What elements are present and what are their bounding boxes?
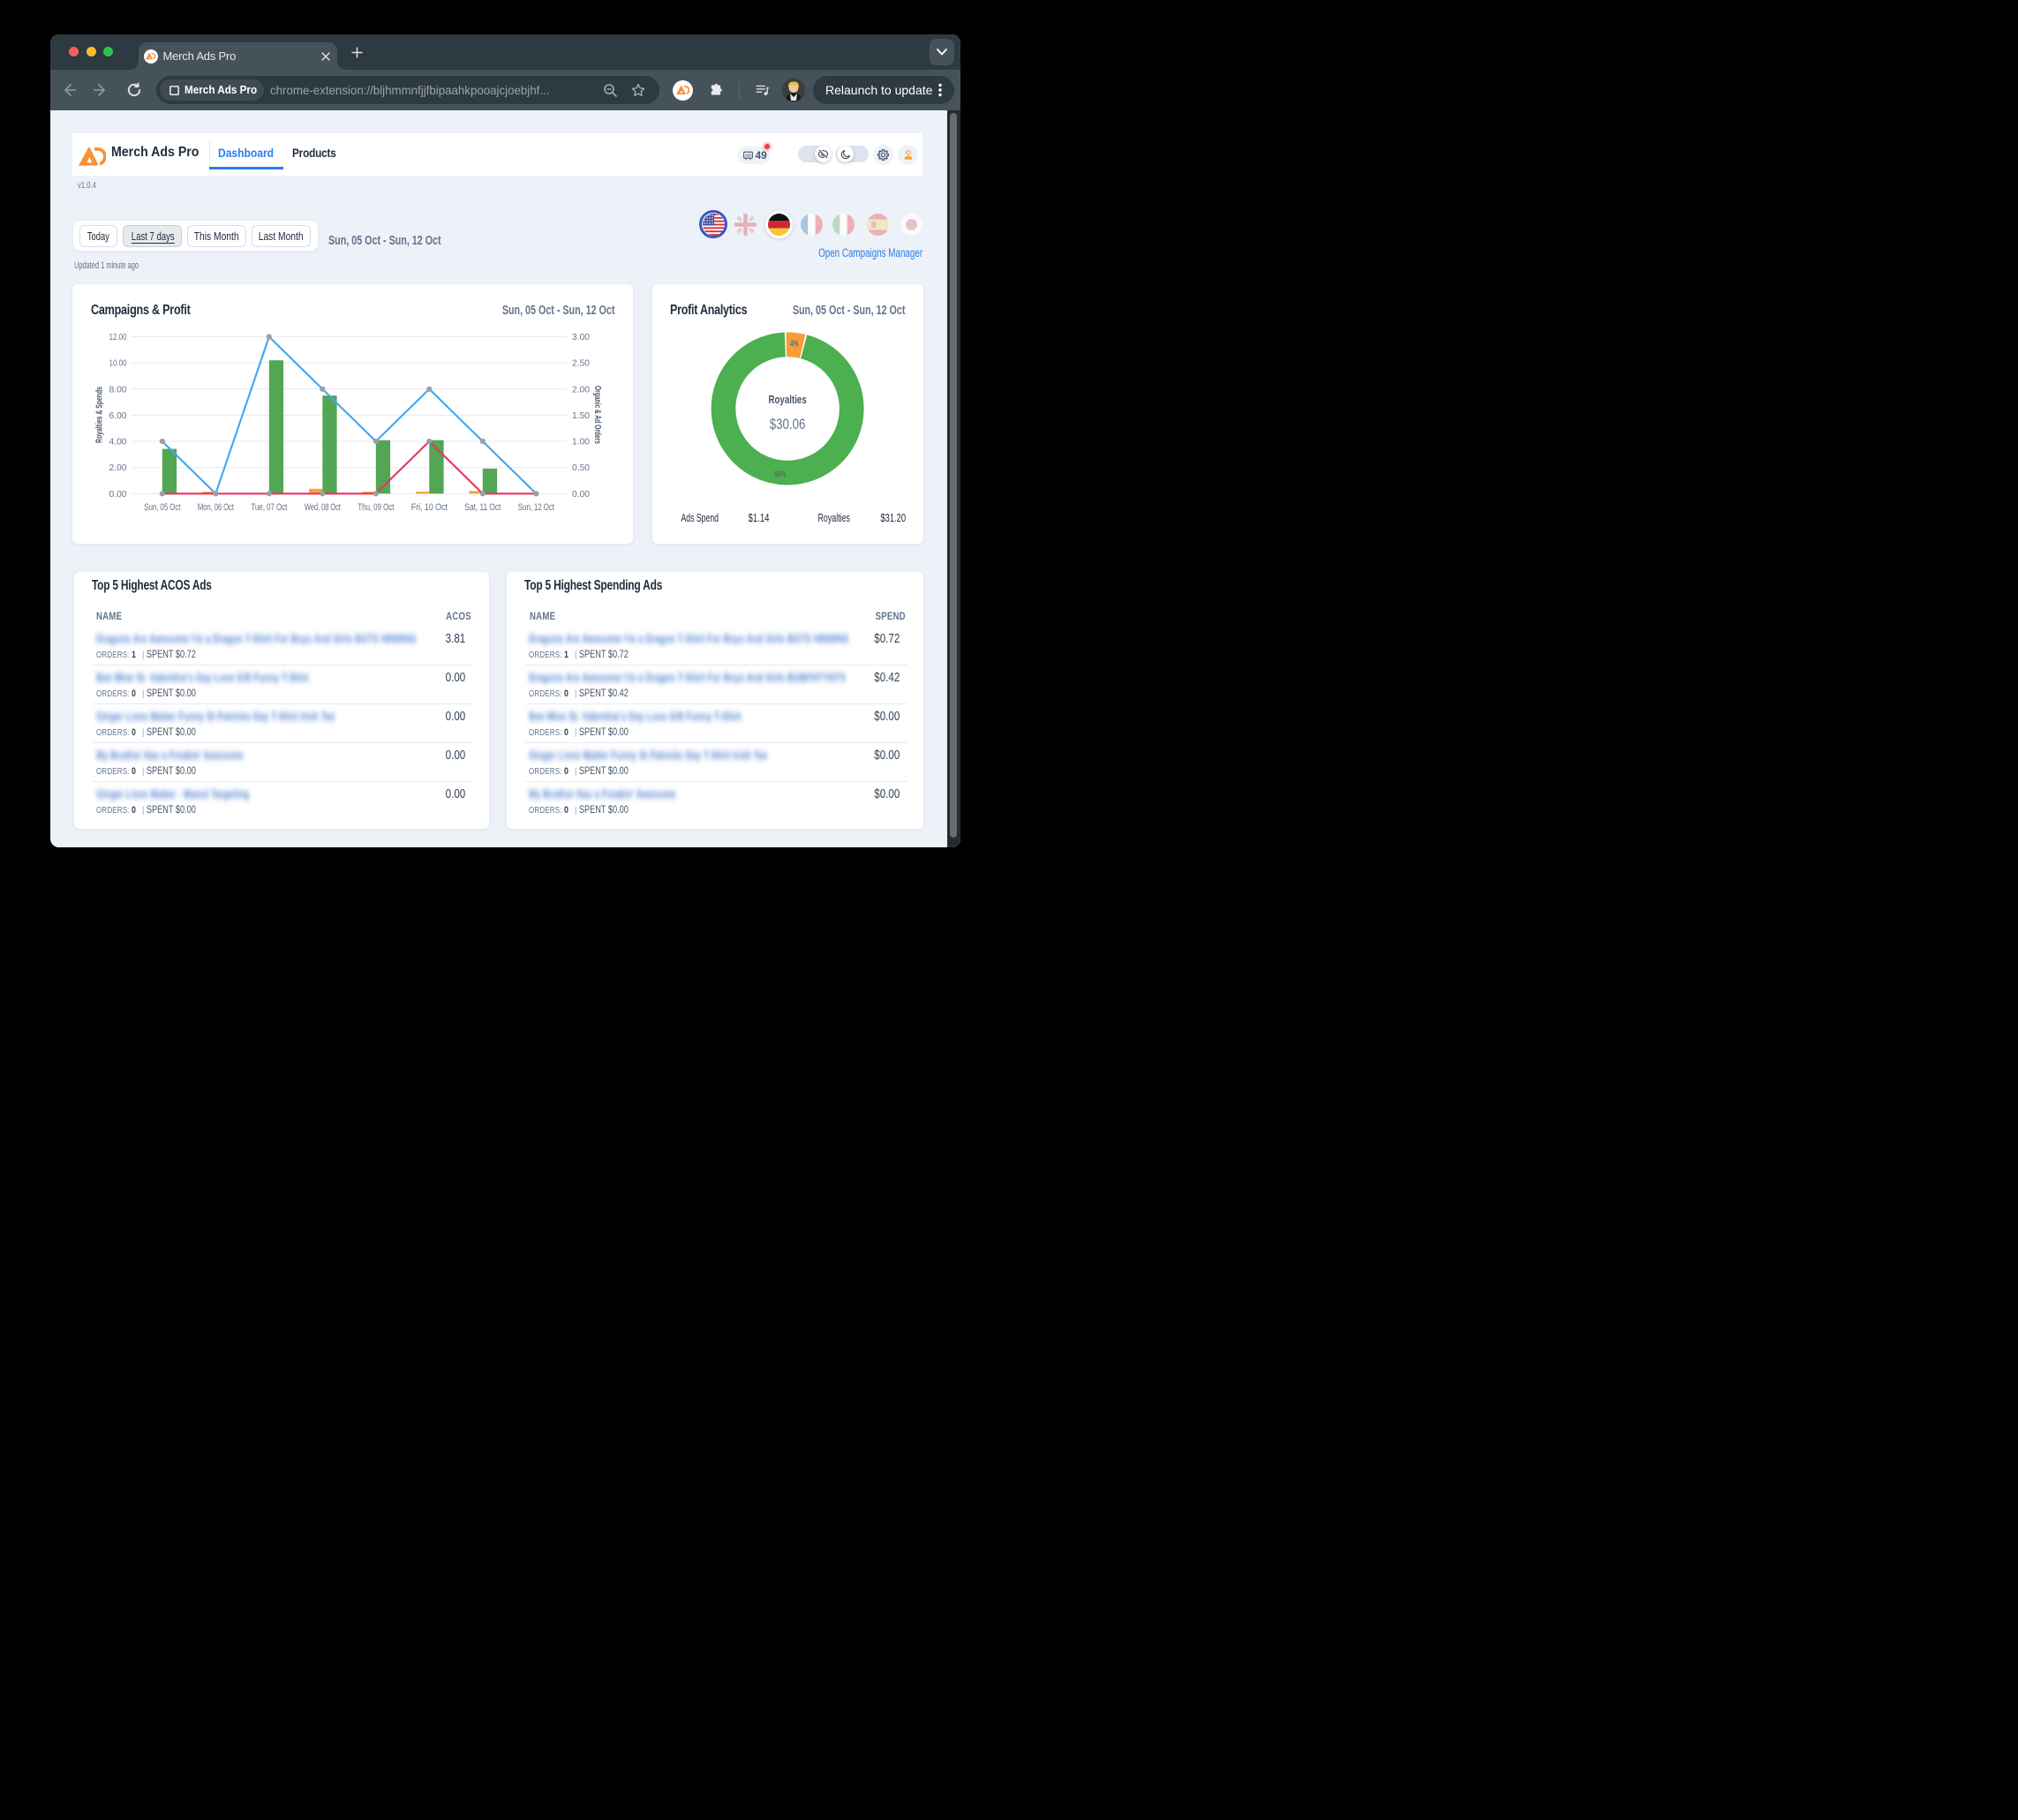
svg-text:Wed, 08 Oct: Wed, 08 Oct	[305, 502, 341, 513]
svg-text:0.50: 0.50	[572, 463, 590, 473]
svg-text:Ads Spend: Ads Spend	[681, 511, 719, 524]
svg-text:Royalties & Spends: Royalties & Spends	[94, 387, 105, 443]
svg-text:Thu, 09 Oct: Thu, 09 Oct	[358, 502, 394, 513]
svg-text:6.00: 6.00	[109, 410, 127, 421]
svg-text:1.00: 1.00	[572, 437, 590, 447]
svg-text:$31.20: $31.20	[880, 511, 906, 524]
svg-text:$30.06: $30.06	[769, 416, 805, 432]
svg-text:AD: AD	[745, 153, 751, 157]
svg-text:Sun, 12 Oct: Sun, 12 Oct	[518, 502, 554, 513]
svg-text:12.00: 12.00	[109, 332, 127, 342]
svg-text:Sun, 05 Oct: Sun, 05 Oct	[144, 502, 180, 513]
svg-text:8.00: 8.00	[109, 384, 127, 395]
svg-text:$1.14: $1.14	[748, 511, 769, 524]
svg-text:10.00: 10.00	[109, 358, 127, 369]
svg-text:2.50: 2.50	[572, 358, 590, 369]
svg-text:0.00: 0.00	[572, 489, 590, 500]
svg-text:96%: 96%	[774, 470, 786, 480]
svg-text:Organic & Ad Orders: Organic & Ad Orders	[592, 386, 603, 444]
svg-text:4%: 4%	[789, 340, 798, 350]
svg-text:Royalties: Royalties	[768, 393, 806, 406]
svg-text:Sat, 11 Oct: Sat, 11 Oct	[464, 502, 501, 513]
svg-text:2.00: 2.00	[109, 463, 127, 473]
svg-text:0.00: 0.00	[109, 489, 127, 500]
svg-text:4.00: 4.00	[109, 437, 127, 447]
svg-text:Fri, 10 Oct: Fri, 10 Oct	[411, 502, 448, 513]
svg-text:Tue, 07 Oct: Tue, 07 Oct	[251, 502, 287, 513]
svg-text:Mon, 06 Oct: Mon, 06 Oct	[198, 502, 234, 513]
svg-text:1.50: 1.50	[572, 410, 590, 421]
svg-text:2.00: 2.00	[572, 384, 590, 395]
svg-text:3.00: 3.00	[572, 332, 590, 342]
svg-text:Royalties: Royalties	[817, 511, 850, 524]
